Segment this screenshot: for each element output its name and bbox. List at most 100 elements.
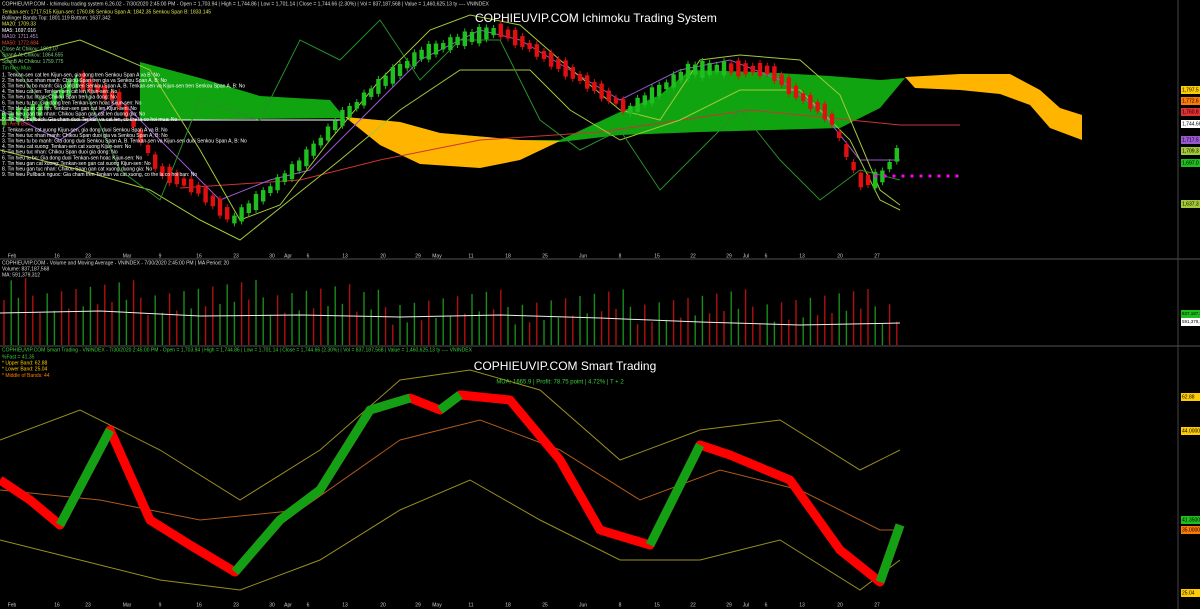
x-axis-label: Jun [579, 253, 587, 259]
x-axis-label: Jul [743, 253, 749, 259]
price-tag [1181, 120, 1200, 128]
x-axis-label: 6 [765, 253, 768, 259]
volume-bars [3, 278, 898, 345]
x-axis-label: Jul [743, 602, 749, 608]
candle-body [693, 64, 698, 75]
x-axis-label: 15 [654, 253, 660, 259]
price-tag [1181, 136, 1200, 144]
price-tag [1181, 427, 1200, 435]
x-axis-label: 20 [837, 253, 843, 259]
candle-body [592, 82, 597, 91]
candle-body [678, 71, 683, 81]
x-axis-label: 11 [468, 602, 473, 608]
buy-signal: 9. Tin hieu Pullback: Gia cham duoi Tenk… [2, 117, 178, 123]
cloud-orange [345, 117, 560, 168]
middle-band [0, 419, 900, 531]
sell-signal: 9. Tin hieu Pullback nguoc: Gia cham tre… [2, 172, 197, 178]
price-tag [1181, 393, 1200, 401]
candle-body [23, 109, 28, 119]
candle-body [462, 31, 467, 47]
price-tag [1181, 318, 1200, 326]
x-axis-label: 9 [159, 253, 162, 259]
cloud-green [345, 70, 905, 142]
trade-signal: MUA: 1665.9 | Profit: 78.75 point | 4.72… [496, 380, 624, 386]
x-axis-label: 18 [505, 253, 511, 259]
indicator-line: MA10: 1711.451 [2, 34, 39, 40]
candle-body [563, 60, 568, 77]
candle-body [289, 164, 295, 180]
x-axis-label: Apr [284, 602, 292, 608]
candle-body [729, 63, 734, 73]
upper-lower-bands [0, 369, 901, 591]
candle-body [397, 64, 403, 76]
candle-body [1, 113, 7, 125]
pane-title: COPHIEUVIP.COM Smart Trading [474, 359, 657, 373]
x-axis-label: 11 [468, 253, 473, 259]
indicator-line: * Middle of Bands: 44 [2, 373, 50, 379]
candle-body [484, 27, 489, 40]
buy-signal: 4. Tin hieu cat len: Tenkan-sen cat len … [2, 89, 117, 95]
projection-dots [874, 174, 959, 178]
x-axis-label: 20 [380, 253, 386, 259]
candle-body [628, 105, 633, 114]
x-axis-label: 20 [380, 602, 386, 608]
candle-body [81, 73, 86, 90]
candle-body [325, 126, 331, 141]
x-axis-label: 29 [415, 253, 421, 259]
sell-signal: 6. Tin hieu tu bo: Gia dong duoi Tenkan-… [2, 155, 142, 161]
x-axis-label: 29 [726, 253, 732, 259]
x-axis-label: 23 [85, 602, 91, 608]
candle-body [606, 90, 611, 102]
x-axis-label: 29 [415, 602, 421, 608]
candle-body [268, 186, 273, 194]
candle-body [66, 81, 71, 96]
candle-body [217, 198, 223, 216]
candle-body [505, 29, 511, 39]
candle-body [491, 28, 496, 36]
pane-header: COPHIEUVIP.COM - Volume and Moving Avera… [2, 260, 229, 266]
buy-signal: 2. Tin hieu tuc nhan manh: Chikou Span t… [2, 78, 167, 84]
sell-signal: 3. Tin hieu tu bo manh: Gia dong duoi Se… [2, 139, 247, 145]
buy-signal: 8. Tin hieu gan tuc nhan: Chikou Span ga… [2, 112, 145, 118]
x-axis-label: 27 [874, 253, 880, 259]
candle-body [412, 52, 417, 67]
candle-body [383, 75, 388, 86]
candle-body [765, 65, 770, 75]
sell-signal: 7. Tin hieu gan cat xuong: Tenkan-sen ga… [2, 161, 151, 167]
ma-value: MA: 591,379,312 [2, 272, 40, 278]
candle-body [59, 89, 64, 98]
candle-body [750, 65, 755, 73]
candle-body [822, 103, 827, 120]
candle-body [837, 131, 842, 139]
candle-body [9, 113, 14, 121]
candle-body [361, 92, 367, 106]
indicator-line: Tenkan-sen: 1717.515 Kijun-sen: 1760.86 … [2, 9, 211, 15]
pane-title: COPHIEUVIP.COM Ichimoku Trading System [475, 11, 717, 25]
price-tag [1181, 147, 1200, 155]
candle-body [779, 74, 784, 85]
candle-body [239, 207, 244, 222]
volume-ma-line [0, 310, 901, 326]
x-axis-label: 23 [233, 602, 239, 608]
indicator-line: Bollinger Bands Top: 1801.119 Bottom: 16… [2, 16, 111, 22]
x-axis-label: 30 [269, 602, 275, 608]
candle-body [469, 32, 475, 42]
price-label: 35.0000 [1182, 527, 1200, 533]
candle-body [318, 137, 323, 146]
candle-body [685, 63, 691, 79]
price-label: 1,697.0 [1182, 160, 1199, 166]
x-axis-label: 6 [765, 602, 768, 608]
candle-body [45, 101, 50, 108]
candle-body [743, 63, 748, 75]
x-axis-label: 13 [799, 253, 805, 259]
x-axis-label: 16 [54, 602, 60, 608]
sell-signal: 5. Tin hieu tuc nhan: Chikou Span duoi g… [2, 150, 118, 156]
candle-body [570, 67, 575, 79]
buy-signal: 1. Tenkan-sen cat len Kijun-sen, gia don… [2, 72, 160, 78]
x-axis-label: Jun [579, 602, 587, 608]
candle-body [736, 60, 741, 77]
candle-body [405, 60, 410, 69]
buy-signal: 5. Tin hieu tuc nhan: Chikou Span tren g… [2, 95, 117, 101]
